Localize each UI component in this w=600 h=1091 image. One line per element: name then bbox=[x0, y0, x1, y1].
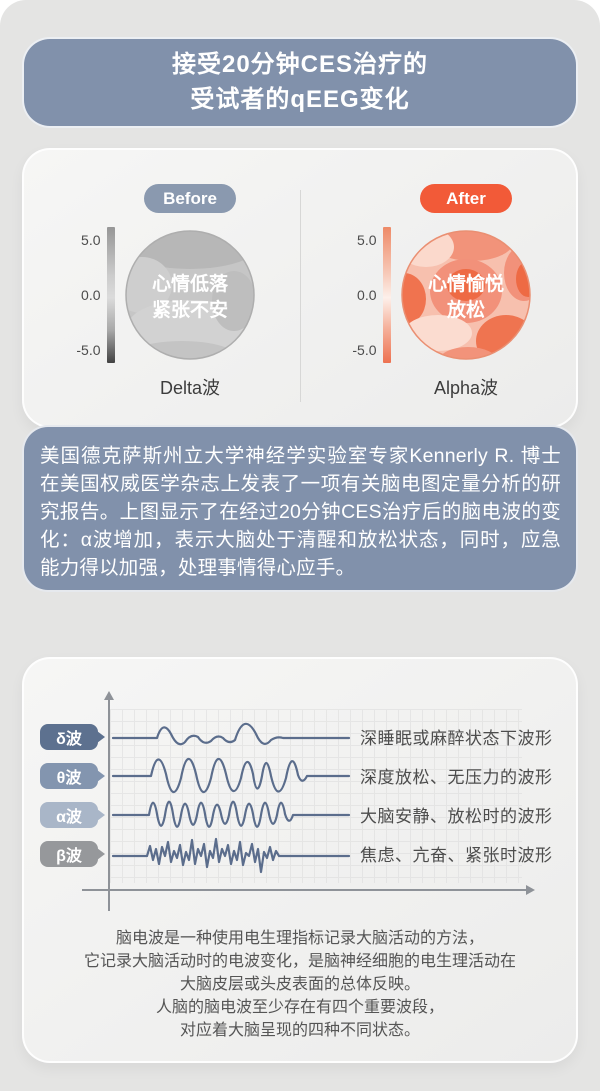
gray-colorbar bbox=[106, 227, 115, 363]
delta-topography-map: 心情低落 紧张不安 bbox=[124, 229, 256, 361]
note-line-4: 人脑的脑电波至少存在有四个重要波段， bbox=[155, 999, 444, 1016]
after-scale-mid: 0.0 bbox=[357, 287, 377, 303]
after-wave-name: Alpha波 bbox=[433, 378, 499, 398]
theta-wave-desc: 深度放松、无压力的波形 bbox=[360, 768, 553, 787]
before-scale-mid: 0.0 bbox=[81, 287, 101, 303]
after-scale-max: 5.0 bbox=[357, 232, 377, 248]
x-axis bbox=[82, 889, 528, 891]
after-scale-labels: 5.0 0.0 -5.0 bbox=[345, 232, 377, 358]
alpha-wave-desc: 大脑安静、放松时的波形 bbox=[360, 807, 553, 826]
research-report-text: 美国德克萨斯州立大学神经学实验室专家Kennerly R. 博士在美国权威医学杂… bbox=[22, 425, 578, 592]
delta-wave-tag: δ波 bbox=[40, 723, 98, 750]
after-row: 5.0 0.0 -5.0 bbox=[345, 227, 532, 363]
orange-brain-map-icon: 心情愉悦 放松 bbox=[400, 230, 531, 360]
theta-wave-tag: θ波 bbox=[40, 762, 98, 789]
before-mood-line-1: 心情低落 bbox=[151, 272, 228, 295]
before-scale-min: -5.0 bbox=[76, 342, 101, 358]
gray-brain-map-icon: 心情低落 紧张不安 bbox=[124, 230, 255, 360]
after-mood-line-1: 心情愉悦 bbox=[427, 272, 503, 295]
vertical-divider bbox=[300, 190, 301, 402]
before-row: 5.0 0.0 -5.0 bbox=[69, 227, 256, 363]
page-title-line-2: 受试者的qEEG变化 bbox=[190, 85, 410, 113]
x-axis-arrow-icon bbox=[526, 885, 535, 895]
alpha-topography-map: 心情愉悦 放松 bbox=[400, 229, 532, 361]
beta-wave-tag: β波 bbox=[40, 840, 98, 867]
after-panel: After 5.0 0.0 -5.0 bbox=[300, 150, 576, 426]
before-panel: Before 5.0 0.0 -5.0 bbox=[24, 150, 300, 426]
before-scale-labels: 5.0 0.0 -5.0 bbox=[69, 232, 101, 358]
wave-row-beta: β波 焦虑、亢奋、紧张时波形 bbox=[40, 834, 568, 873]
delta-wave-desc: 深睡眠或麻醉状态下波形 bbox=[360, 729, 553, 748]
wave-row-delta: δ波 深睡眠或麻醉状态下波形 bbox=[40, 717, 568, 756]
beta-waveform bbox=[111, 837, 351, 873]
wave-rows: δ波 深睡眠或麻醉状态下波形 θ波 深度放松、无压力的波形 α波 bbox=[40, 717, 568, 873]
delta-waveform bbox=[111, 722, 351, 745]
before-badge: Before bbox=[144, 184, 236, 213]
brainwave-note: 脑电波是一种使用电生理指标记录大脑活动的方法， 它记录大脑活动时的电波变化，是脑… bbox=[44, 927, 556, 1042]
brainwave-chart-card: δ波 深睡眠或麻醉状态下波形 θ波 深度放松、无压力的波形 α波 bbox=[22, 657, 578, 1063]
alpha-wave-tag: α波 bbox=[40, 801, 98, 828]
after-badge: After bbox=[420, 184, 512, 213]
y-axis bbox=[108, 699, 110, 911]
page-title-line-1: 接受20分钟CES治疗的 bbox=[171, 51, 429, 79]
orange-colorbar bbox=[382, 227, 391, 363]
before-after-comparison-card: Before 5.0 0.0 -5.0 bbox=[22, 148, 578, 428]
alpha-waveform bbox=[111, 800, 351, 828]
theta-waveform bbox=[111, 757, 351, 793]
note-line-5: 对应着大脑呈现的四种不同状态。 bbox=[179, 1022, 420, 1039]
wave-row-theta: θ波 深度放松、无压力的波形 bbox=[40, 756, 568, 795]
brainwave-chart: δ波 深睡眠或麻醉状态下波形 θ波 深度放松、无压力的波形 α波 bbox=[24, 659, 576, 921]
after-scale-min: -5.0 bbox=[352, 342, 377, 358]
after-mood-line-2: 放松 bbox=[445, 298, 484, 321]
beta-wave-desc: 焦虑、亢奋、紧张时波形 bbox=[360, 846, 553, 865]
before-scale-max: 5.0 bbox=[81, 232, 101, 248]
note-line-3: 大脑皮层或头皮表面的总体反映。 bbox=[179, 976, 420, 993]
before-wave-name: Delta波 bbox=[159, 378, 221, 398]
note-line-2: 它记录大脑活动时的电波变化，是脑神经细胞的电生理活动在 bbox=[83, 953, 516, 970]
note-line-1: 脑电波是一种使用电生理指标记录大脑活动的方法， bbox=[115, 930, 484, 947]
y-axis-arrow-icon bbox=[104, 691, 114, 700]
wave-row-alpha: α波 大脑安静、放松时的波形 bbox=[40, 795, 568, 834]
before-mood-line-2: 紧张不安 bbox=[151, 298, 227, 321]
page-title: 接受20分钟CES治疗的 受试者的qEEG变化 bbox=[22, 37, 578, 128]
